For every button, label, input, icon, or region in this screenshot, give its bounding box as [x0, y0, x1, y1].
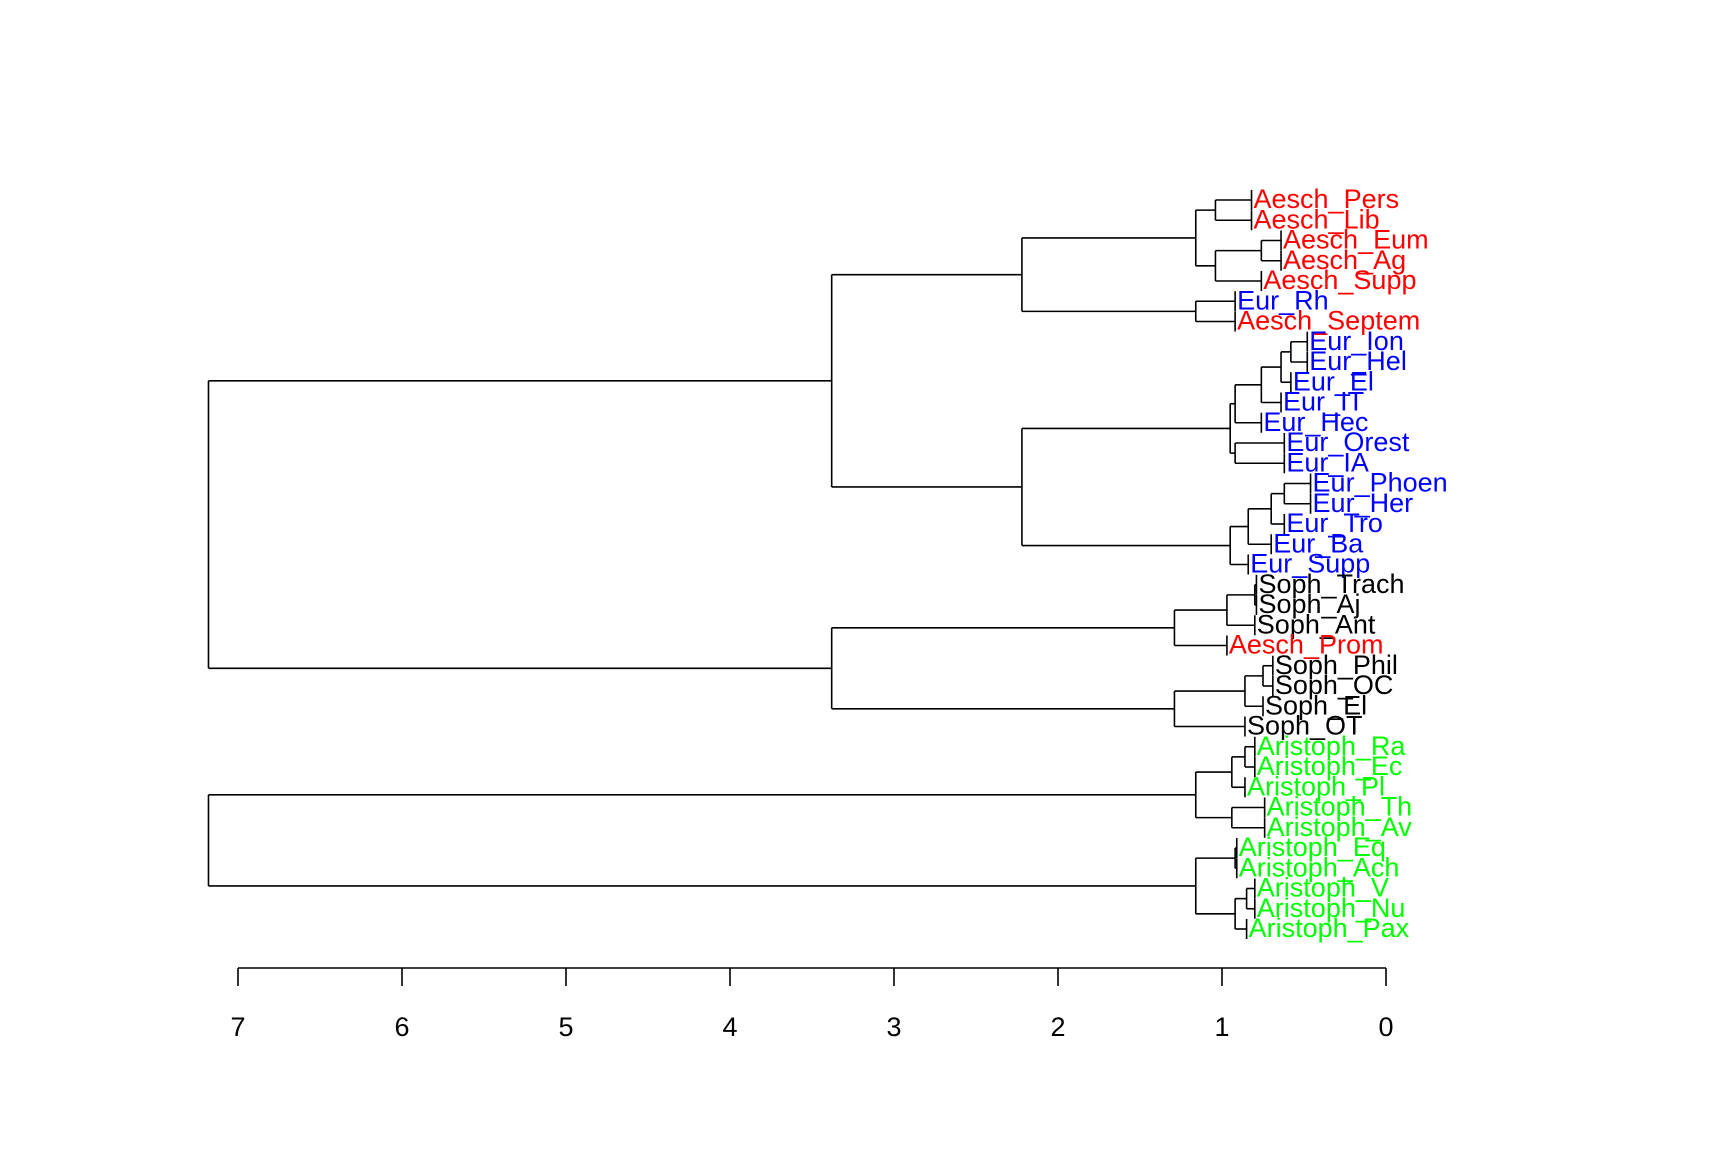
x-tick-label: 1 [1214, 1012, 1229, 1042]
leaf-label: Aesch_Septem [1237, 306, 1420, 336]
leaf-label: Aesch_Prom [1229, 630, 1384, 660]
leaf-label: Aesch_Pers [1254, 184, 1400, 214]
x-tick-label: 3 [886, 1012, 901, 1042]
x-tick-label: 4 [722, 1012, 737, 1042]
leaf-label: Eur_Hel [1309, 346, 1407, 376]
leaf-label: Eur_Ba [1273, 528, 1364, 558]
x-tick-label: 6 [394, 1012, 409, 1042]
leaf-label: Eur_Ion [1309, 326, 1404, 356]
dendrogram-links [207, 190, 1312, 939]
leaf-label: Aristoph_Th [1267, 792, 1413, 822]
x-tick-label: 2 [1050, 1012, 1065, 1042]
leaf-label: Soph_Phil [1275, 650, 1398, 680]
x-tick-label: 7 [230, 1012, 245, 1042]
leaf-label: Aesch_Lib [1254, 204, 1380, 234]
leaf-label: Aristoph_V [1257, 873, 1389, 903]
leaf-labels: Aesch_PersAesch_LibAesch_EumAesch_AgAesc… [1229, 184, 1448, 943]
leaf-label: Soph_El [1265, 690, 1367, 720]
leaf-label: Eur_Tro [1286, 508, 1383, 538]
leaf-label: Aristoph_Pl [1247, 771, 1385, 801]
leaf-label: Aesch_Eum [1283, 225, 1429, 255]
leaf-label: Aristoph_Ach [1239, 852, 1400, 882]
leaf-label: Aristoph_Ec [1257, 751, 1403, 781]
leaf-label: Soph_Aj [1258, 589, 1360, 619]
leaf-label: Eur_Phoen [1313, 468, 1448, 498]
leaf-label: Eur_Supp [1250, 549, 1370, 579]
leaf-label: Aesch_Ag [1283, 245, 1406, 275]
leaf-label: Soph_Trach [1258, 569, 1404, 599]
leaf-label: Aristoph_Eq [1239, 832, 1386, 862]
x-axis: 7 6 5 4 3 2 1 0 [230, 967, 1394, 1042]
leaf-label: Eur_Rh [1237, 285, 1329, 315]
leaf-label: Eur_IA [1286, 447, 1369, 477]
leaf-label: Eur_El [1293, 366, 1374, 396]
leaf-label: Soph_OC [1275, 670, 1394, 700]
leaf-label: Eur_Her [1313, 488, 1414, 518]
x-tick-label: 5 [558, 1012, 573, 1042]
leaf-label: Soph_OT [1247, 711, 1363, 741]
leaf-label: Aristoph_Nu [1257, 893, 1406, 923]
leaf-label: Aristoph_Pax [1249, 913, 1410, 943]
leaf-label: Soph_Ant [1257, 609, 1376, 639]
leaf-label: Eur_Hec [1263, 407, 1368, 437]
leaf-label: Aesch_Supp [1263, 265, 1416, 295]
x-tick-label: 0 [1378, 1012, 1393, 1042]
leaf-label: Aristoph_Ra [1257, 731, 1407, 761]
leaf-label: Eur_Orest [1286, 427, 1410, 457]
leaf-label: Eur_IT [1283, 387, 1364, 417]
leaf-label: Aristoph_Av [1267, 812, 1413, 842]
